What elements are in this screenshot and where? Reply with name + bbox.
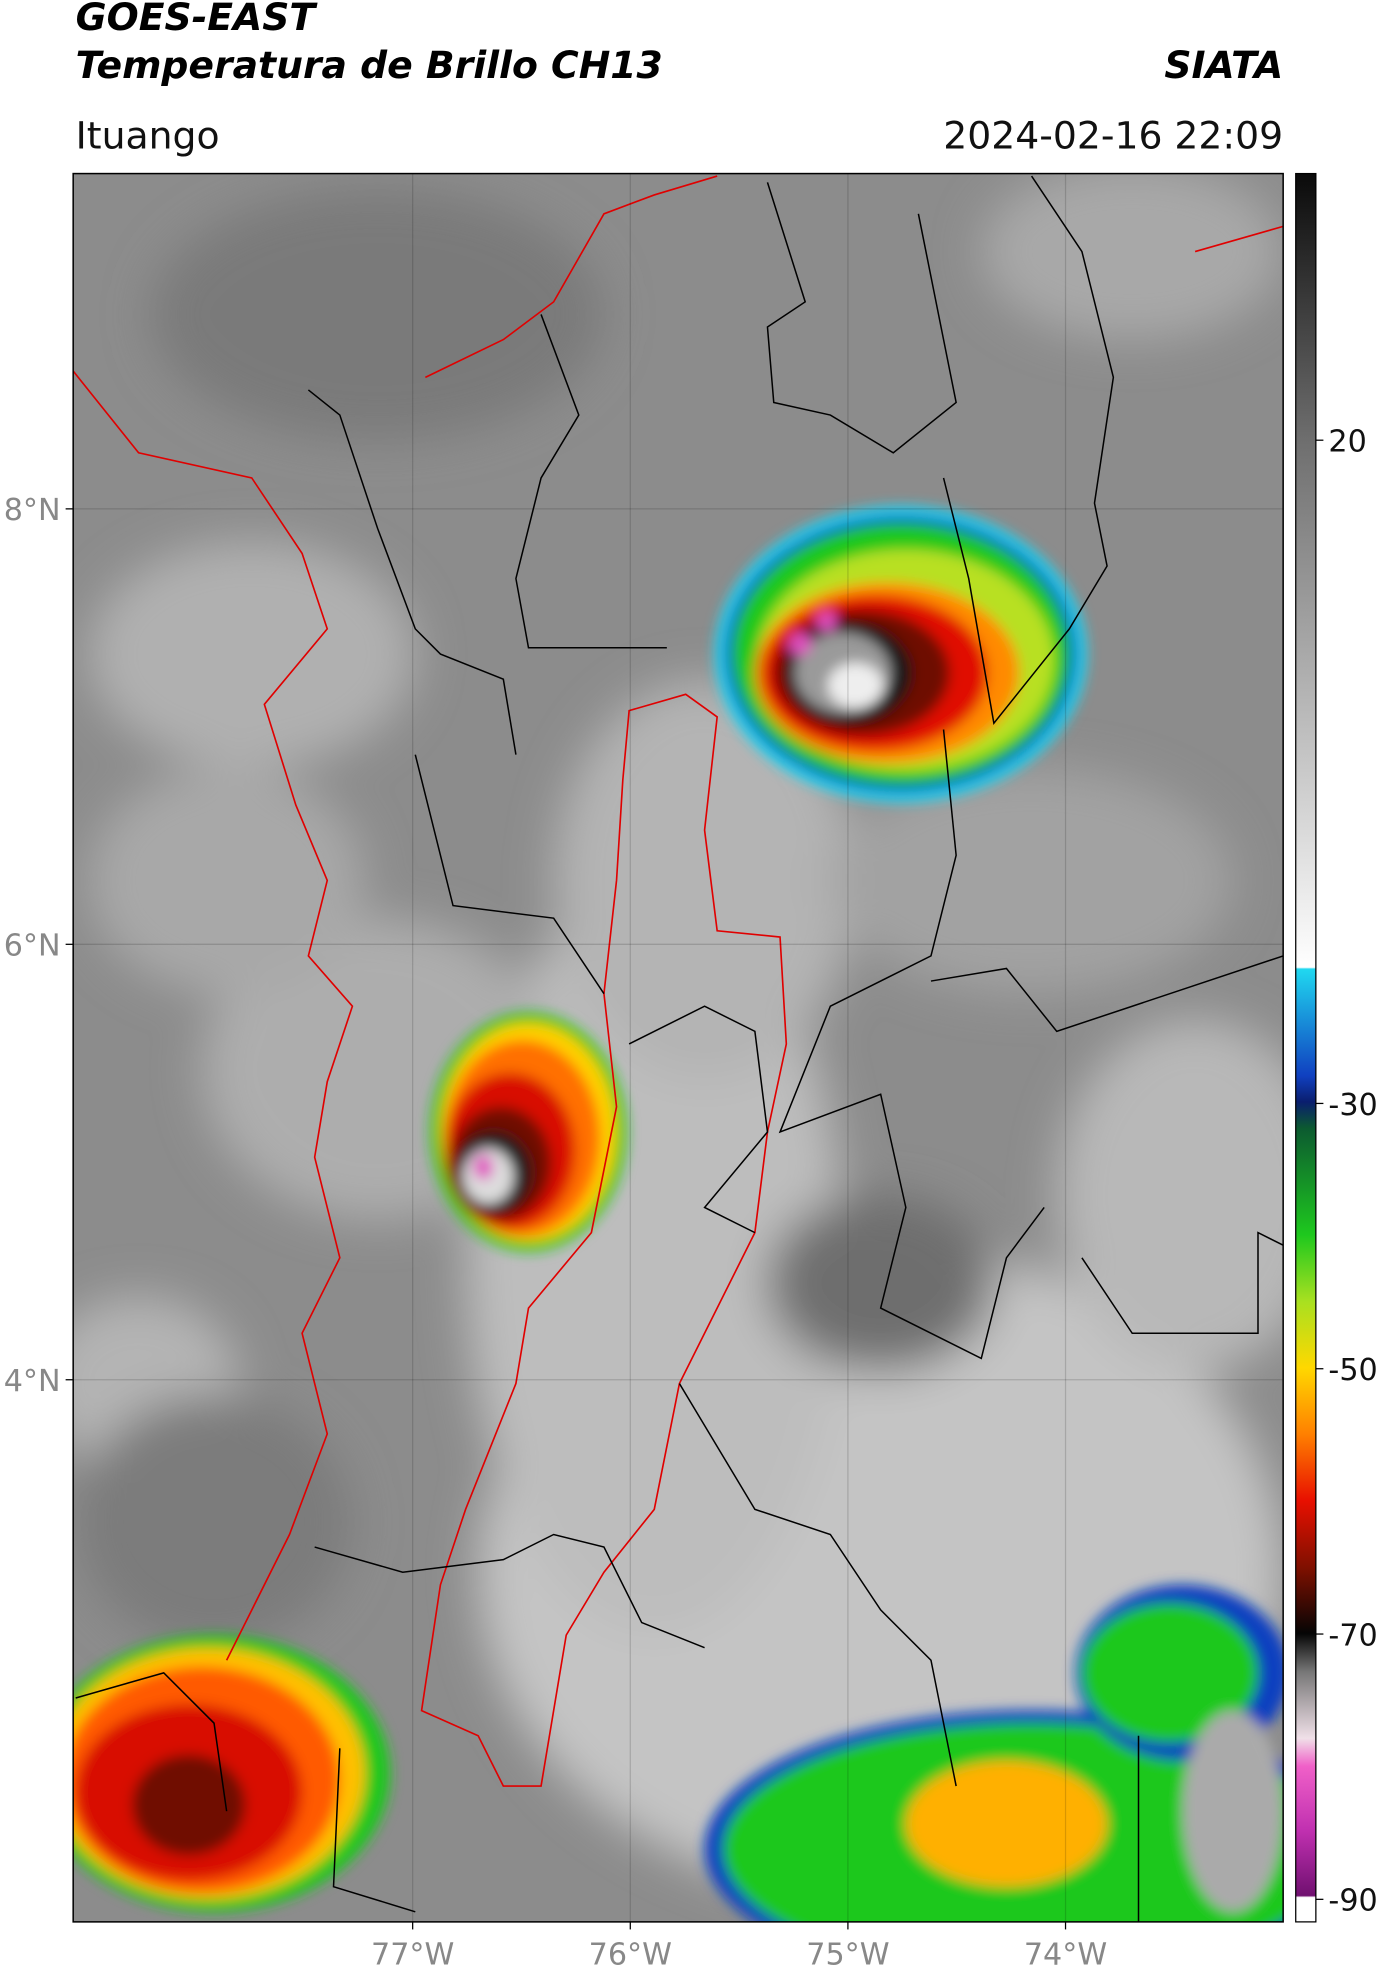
map-frame: [72, 172, 1284, 1923]
colorbar-tick-label: -50: [1328, 1353, 1377, 1388]
storm-sw: [73, 1635, 391, 1912]
y-tick-label: 6°N: [4, 929, 61, 964]
colorbar: [1295, 172, 1317, 1923]
storm-ne: [714, 505, 1087, 803]
red-borders: [73, 175, 1284, 1787]
ticks: 77°W 76°W 75°W 74°W 8°N 6°N 4°N 20 -30 -50 -70 -90: [4, 173, 1378, 1973]
y-tick-label: 4°N: [4, 1364, 61, 1399]
storm-central: [430, 1012, 627, 1252]
colorbar-tick-label: -30: [1328, 1088, 1377, 1123]
colorbar-tick-label: 20: [1328, 425, 1366, 460]
source: SIATA: [1164, 43, 1283, 87]
y-tick-label: 8°N: [4, 493, 61, 528]
title: GOES-EAST: [76, 0, 319, 39]
colorbar-tick-label: -90: [1328, 1884, 1377, 1919]
x-tick-label: 77°W: [371, 1938, 454, 1973]
black-borders: [75, 175, 1284, 1922]
location: Ituango: [76, 113, 220, 157]
timestamp: 2024-02-16 22:09: [943, 113, 1283, 157]
colorbar-tick-label: -70: [1328, 1618, 1377, 1653]
subtitle: Temperatura de Brillo CH13: [76, 43, 663, 87]
x-tick-label: 75°W: [806, 1938, 889, 1973]
map-area: [73, 173, 1284, 1922]
x-tick-label: 74°W: [1024, 1938, 1107, 1973]
x-tick-label: 76°W: [589, 1938, 672, 1973]
